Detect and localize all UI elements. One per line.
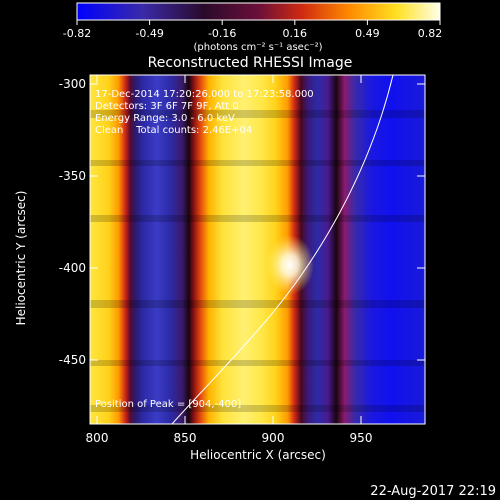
x-axis-label: Heliocentric X (arcsec) [190,448,326,462]
colorbar-tick-label: -0.16 [208,27,236,40]
image-texture [90,110,425,412]
peak-glow [266,235,314,295]
peak-position-text: Position of Peak = [904,-400] [95,399,241,410]
energy-range-text: Energy Range: 3.0 - 6.0 keV [95,113,235,124]
observation-time: 17-Dec-2014 17:20:26.000 to 17:23:58.000 [95,89,314,100]
x-tick-label: 900 [262,431,285,445]
image-fringes [90,75,425,424]
colorbar-tick-label: -0.82 [63,27,91,40]
colorbar-tick-label: 0.82 [418,27,443,40]
detectors-text: Detectors: 3F 6F 7F 9F, Att 0 [95,101,239,112]
clean-counts-text: Clean Total counts: 2.46E+04 [95,125,252,136]
plot-frame [89,74,426,425]
footer-timestamp: 22-Aug-2017 22:19 [370,484,496,499]
y-tick-marks [90,83,425,361]
x-tick-marks [96,75,362,424]
colorbar-unit-label: (photons cm⁻² s⁻¹ asec⁻²) [193,42,322,53]
y-tick-label: -400 [59,261,86,275]
plot-title: Reconstructed RHESSI Image [148,55,353,71]
x-tick-label: 950 [350,431,373,445]
y-axis-label: Heliocentric Y (arcsec) [14,191,28,326]
colorbar: -0.82 -0.49 -0.16 0.16 0.49 0.82 (photon… [63,2,443,53]
x-tick-label: 800 [86,431,109,445]
y-tick-label: -300 [59,77,86,91]
y-tick-label: -350 [59,169,86,183]
colorbar-tick-label: -0.49 [135,27,163,40]
colorbar-tick-marks [76,20,441,25]
colorbar-gradient [76,2,441,21]
y-tick-label: -450 [59,353,86,367]
colorbar-tick-label: 0.16 [283,27,308,40]
rhessi-image [90,75,425,424]
x-tick-label: 850 [174,431,197,445]
solar-limb-curve [171,75,394,424]
colorbar-tick-label: 0.49 [355,27,380,40]
